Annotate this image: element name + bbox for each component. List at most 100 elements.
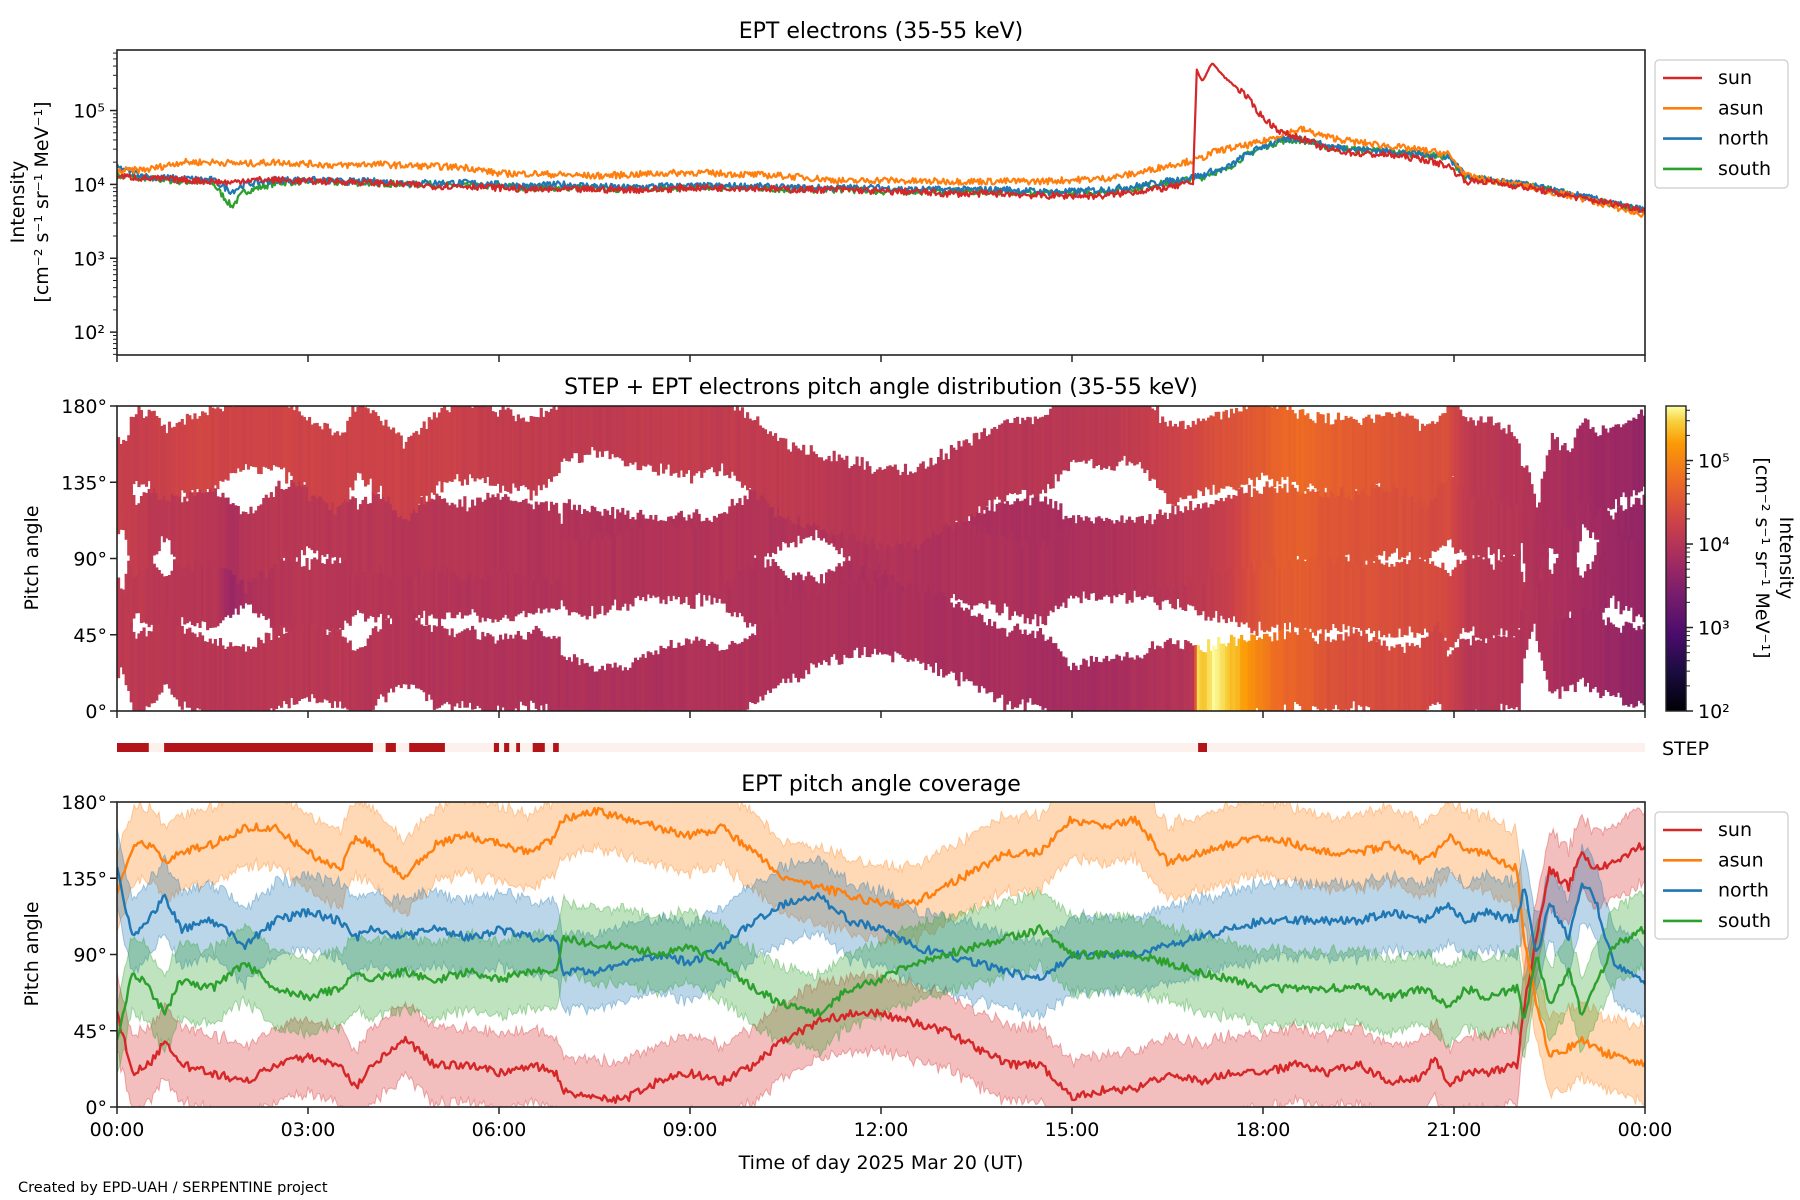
pad-cell-asun xyxy=(1372,422,1376,488)
pad-cell-asun xyxy=(585,406,589,455)
pad-cell-asun xyxy=(481,406,485,479)
pad-cell-asun xyxy=(748,418,752,489)
pad-cell-north xyxy=(1201,503,1206,584)
pad-cell-sun xyxy=(318,626,322,703)
pad-cell-sun xyxy=(893,584,897,652)
pad-cell-north xyxy=(430,498,434,571)
pad-cell-sun xyxy=(1038,628,1043,707)
pad-cell-sun xyxy=(1115,654,1119,711)
pad-xticks xyxy=(116,711,1646,718)
pad-cell-north xyxy=(269,492,273,569)
pad-cell-north xyxy=(659,520,663,604)
pad-cell-sun xyxy=(967,609,971,682)
pad-cell-north xyxy=(1423,481,1427,560)
pad-cell-asun xyxy=(1443,413,1447,483)
pad-cell-south xyxy=(1451,569,1455,648)
pad-cell-south xyxy=(1293,555,1297,628)
pad-cell-south xyxy=(1224,545,1228,624)
pad-cell-asun xyxy=(1296,418,1300,485)
pad-cell-asun xyxy=(756,416,760,500)
pad-cell-sun xyxy=(1336,634,1341,710)
intensity-ylabel-units: [cm⁻² s⁻¹ sr⁻¹ MeV⁻¹] xyxy=(31,101,53,302)
pad-cell-asun xyxy=(939,448,943,533)
pad-cell-south xyxy=(1461,560,1465,629)
pad-cell-asun xyxy=(1553,623,1557,692)
pad-cell-north xyxy=(394,497,398,581)
pad-cell-asun xyxy=(1064,406,1068,471)
pad-cell-south xyxy=(1237,543,1241,627)
pad-cell-north xyxy=(549,501,554,585)
pad-cell-sun xyxy=(710,641,714,711)
pad-cell-north xyxy=(1133,522,1137,589)
pad-cell-south xyxy=(427,545,431,616)
pad-cell-sun xyxy=(195,637,200,709)
pad-cell-sun xyxy=(1492,638,1496,711)
pad-cell-asun xyxy=(1581,607,1585,678)
pad-cell-south xyxy=(218,556,223,624)
pad-cell-south xyxy=(1438,567,1442,640)
pad-cell-south xyxy=(330,563,335,632)
pad-cell-asun xyxy=(662,406,666,474)
pad-cell-south xyxy=(1357,551,1361,628)
pad-cell-asun xyxy=(1145,406,1150,471)
pad-cell-south xyxy=(1296,559,1300,628)
pad-cell-asun xyxy=(1619,632,1623,698)
pad-cell-sun xyxy=(376,631,380,699)
pad-cell-north xyxy=(733,505,737,575)
pad-cell-sun xyxy=(1474,640,1478,710)
pad-cell-north xyxy=(506,496,510,574)
pad-cell-north xyxy=(977,524,981,604)
pad-cell-north xyxy=(998,534,1002,616)
pad-cell-asun xyxy=(809,445,813,526)
pad-cell-north xyxy=(1441,474,1445,546)
pad-cell-north xyxy=(1084,523,1088,598)
pad-cell-south xyxy=(353,540,357,616)
pad-cell-asun xyxy=(1571,615,1575,685)
pad-cell-south xyxy=(753,557,757,625)
pad-cell-sun xyxy=(557,636,561,711)
pad-cell-asun xyxy=(384,419,388,502)
pad-cell-south xyxy=(1049,498,1053,576)
pad-cell-north xyxy=(937,521,941,599)
pad-cell-south xyxy=(883,541,887,617)
pad-cell-sun xyxy=(1446,656,1450,711)
pad-cell-sun xyxy=(282,633,286,702)
pad-cell-asun xyxy=(1540,595,1544,661)
pad-cell-asun xyxy=(1634,630,1638,707)
pad-cell-south xyxy=(1484,556,1488,639)
pad-cell-asun xyxy=(835,461,839,535)
pad-cell-asun xyxy=(957,440,961,526)
pad-cell-sun xyxy=(460,631,464,702)
pad-cell-asun xyxy=(1359,425,1363,490)
pad-cell-north xyxy=(1245,492,1249,569)
pad-cell-sun xyxy=(825,587,829,662)
pad-cell-sun xyxy=(1395,644,1399,711)
pad-cell-asun xyxy=(534,417,538,496)
pad-cell-asun xyxy=(150,411,154,493)
pad-cell-asun xyxy=(977,439,981,507)
pad-cell-asun xyxy=(1117,406,1121,462)
pad-cell-south xyxy=(366,546,370,619)
pad-cell-north xyxy=(529,504,533,580)
pad-cell-north xyxy=(325,486,329,555)
pad-cell-sun xyxy=(817,595,821,663)
pad-cell-sun xyxy=(1128,657,1132,711)
pad-cell-asun xyxy=(1166,426,1170,504)
pad-cell-north xyxy=(157,470,161,552)
pad-cell-asun xyxy=(603,406,607,452)
pad-cell-sun xyxy=(942,594,946,678)
pad-cell-south xyxy=(1291,549,1295,634)
pad-cell-north xyxy=(336,490,340,561)
pad-cell-sun xyxy=(1278,630,1282,711)
pad-cell-asun xyxy=(437,412,442,482)
pad-cell-sun xyxy=(1372,637,1376,711)
pad-cell-south xyxy=(397,542,401,618)
pad-cell-north xyxy=(990,534,994,605)
pad-cell-asun xyxy=(221,411,225,482)
pad-cell-north xyxy=(1156,514,1160,597)
pad-cell-asun xyxy=(1515,438,1519,504)
pad-cell-asun xyxy=(409,435,414,514)
pad-cell-asun xyxy=(797,448,801,516)
pad-cell-asun xyxy=(1038,417,1043,494)
pad-cell-north xyxy=(954,528,959,601)
